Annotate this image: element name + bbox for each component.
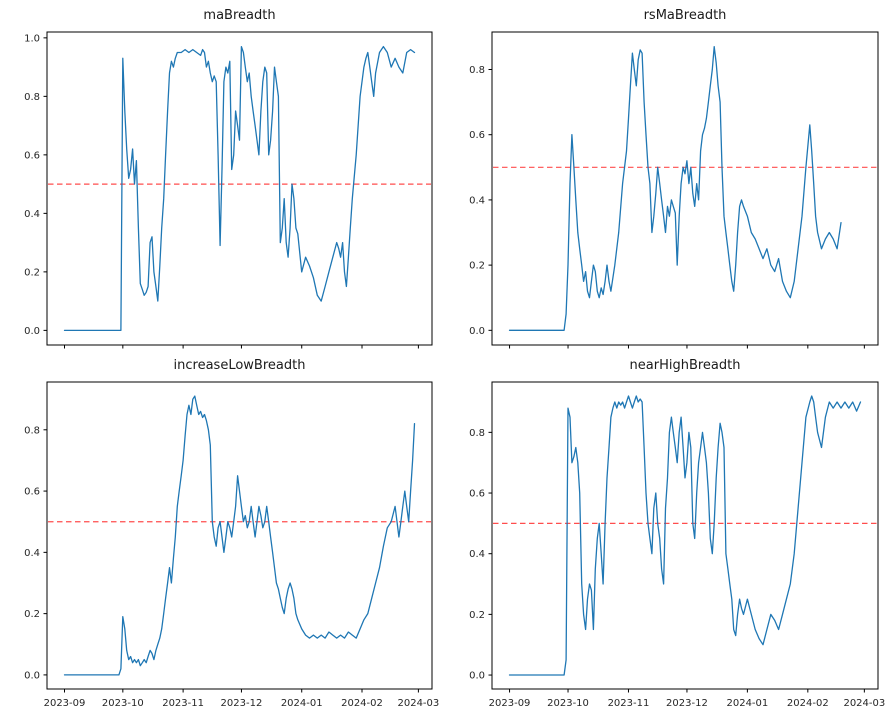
rsmabreadth-plot: 0.0 0.2 0.4 0.6 0.8 bbox=[469, 31, 879, 349]
svg-text:0.2: 0.2 bbox=[24, 267, 40, 278]
svg-text:0.0: 0.0 bbox=[24, 670, 40, 681]
svg-text:2024-02: 2024-02 bbox=[341, 698, 383, 709]
svg-text:2023-12: 2023-12 bbox=[666, 698, 708, 709]
svg-text:0.6: 0.6 bbox=[469, 489, 485, 500]
subplot-increaselowbreadth: increaseLowBreadth 0.0 0.2 0.4 0.6 0.8 2023-0… bbox=[0, 350, 445, 715]
svg-text:1.0: 1.0 bbox=[24, 33, 40, 44]
svg-text:0.6: 0.6 bbox=[24, 487, 40, 498]
svg-text:0.0: 0.0 bbox=[469, 671, 485, 682]
svg-text:0.4: 0.4 bbox=[469, 549, 485, 560]
svg-text:2024-01: 2024-01 bbox=[726, 698, 768, 709]
nearhighbreadth-plot: 0.0 0.2 0.4 0.6 0.8 2023-09 2023-10 2023-11 2023… bbox=[469, 381, 885, 709]
svg-text:2024-03: 2024-03 bbox=[843, 698, 885, 709]
svg-text:0.8: 0.8 bbox=[469, 65, 485, 76]
chart-title-mabreadth: maBreadth bbox=[203, 8, 276, 23]
svg-text:2023-10: 2023-10 bbox=[102, 698, 144, 709]
svg-text:0.2: 0.2 bbox=[469, 261, 485, 272]
svg-text:0.2: 0.2 bbox=[24, 609, 40, 620]
svg-text:2024-01: 2024-01 bbox=[281, 698, 323, 709]
svg-text:2023-10: 2023-10 bbox=[547, 698, 589, 709]
svg-text:0.8: 0.8 bbox=[469, 428, 485, 439]
svg-text:2023-09: 2023-09 bbox=[44, 698, 86, 709]
svg-text:0.0: 0.0 bbox=[469, 326, 485, 337]
svg-text:2023-11: 2023-11 bbox=[162, 698, 204, 709]
svg-text:0.6: 0.6 bbox=[469, 130, 485, 141]
svg-text:0.8: 0.8 bbox=[24, 425, 40, 436]
svg-text:2024-03: 2024-03 bbox=[397, 698, 439, 709]
svg-text:0.4: 0.4 bbox=[24, 209, 40, 220]
svg-text:0.6: 0.6 bbox=[24, 150, 40, 161]
chart-title-rsmabreadth: rsMaBreadth bbox=[643, 8, 727, 23]
chart-title-increaselowbreadth: increaseLowBreadth bbox=[173, 358, 306, 373]
svg-text:2023-11: 2023-11 bbox=[608, 698, 650, 709]
svg-text:0.0: 0.0 bbox=[24, 326, 40, 337]
svg-text:2024-02: 2024-02 bbox=[787, 698, 829, 709]
subplot-nearhighbreadth: nearHighBreadth 0.0 0.2 0.4 0.6 0.8 2023-09 20… bbox=[445, 350, 891, 715]
svg-text:2023-12: 2023-12 bbox=[221, 698, 263, 709]
svg-text:0.4: 0.4 bbox=[24, 548, 40, 559]
svg-text:2023-09: 2023-09 bbox=[489, 698, 531, 709]
chart-title-nearhighbreadth: nearHighBreadth bbox=[629, 358, 741, 373]
svg-text:0.8: 0.8 bbox=[24, 92, 40, 103]
svg-text:0.2: 0.2 bbox=[469, 610, 485, 621]
mabreadth-plot: 0.0 0.2 0.4 0.6 0.8 1.0 bbox=[24, 31, 433, 349]
increaselowbreadth-plot: 0.0 0.2 0.4 0.6 0.8 2023-09 2023-10 2023-11 2023… bbox=[24, 381, 439, 709]
svg-text:0.4: 0.4 bbox=[469, 195, 485, 206]
subplot-rsmabreadth: rsMaBreadth 0.0 0.2 0.4 0.6 0.8 bbox=[445, 0, 891, 350]
subplot-mabreadth: maBreadth 0.0 0.2 0.4 0.6 0.8 1.0 bbox=[0, 0, 445, 350]
